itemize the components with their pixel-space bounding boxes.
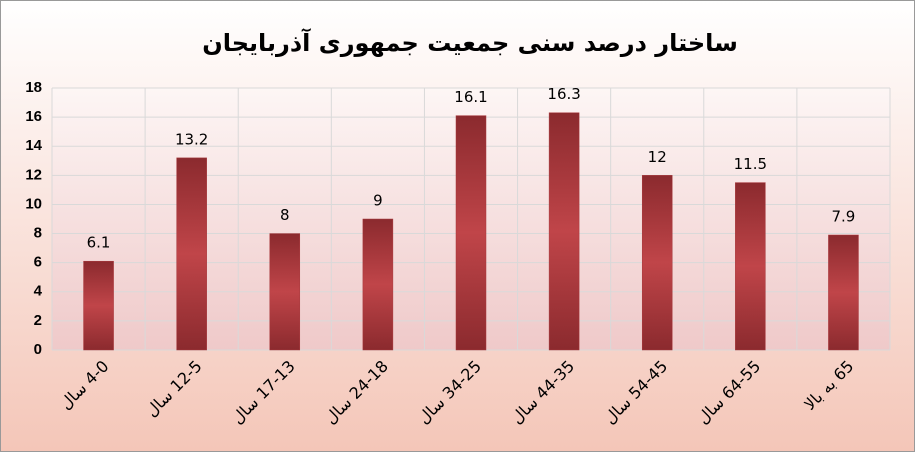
data-label: 12 bbox=[648, 148, 667, 166]
bar bbox=[362, 218, 394, 351]
y-tick-label: 4 bbox=[34, 283, 43, 300]
data-label: 6.1 bbox=[87, 234, 111, 252]
data-label: 9 bbox=[373, 192, 383, 210]
bar bbox=[735, 182, 766, 351]
data-label: 16.1 bbox=[454, 88, 487, 106]
data-label: 7.9 bbox=[832, 208, 856, 226]
y-tick-label: 8 bbox=[34, 225, 42, 242]
y-tick-label: 18 bbox=[25, 79, 42, 96]
bar bbox=[828, 234, 859, 351]
y-tick-label: 0 bbox=[34, 341, 42, 358]
bar bbox=[269, 233, 301, 351]
y-tick-label: 6 bbox=[34, 254, 42, 271]
data-label: 8 bbox=[280, 206, 290, 224]
y-tick-label: 10 bbox=[25, 195, 42, 212]
bar bbox=[548, 112, 580, 351]
chart-title: ساختار درصد سنی جمعیت جمهوری آذربایجان bbox=[202, 28, 738, 57]
data-label: 16.3 bbox=[547, 85, 580, 103]
data-label: 11.5 bbox=[734, 155, 767, 173]
y-tick-label: 16 bbox=[25, 108, 42, 125]
y-tick-label: 2 bbox=[34, 312, 42, 329]
y-tick-label: 14 bbox=[25, 137, 42, 154]
y-tick-label: 12 bbox=[25, 166, 42, 183]
bar bbox=[455, 115, 487, 351]
data-label: 13.2 bbox=[175, 130, 208, 148]
bar bbox=[641, 175, 673, 351]
bar bbox=[176, 157, 207, 351]
bar bbox=[83, 260, 114, 351]
